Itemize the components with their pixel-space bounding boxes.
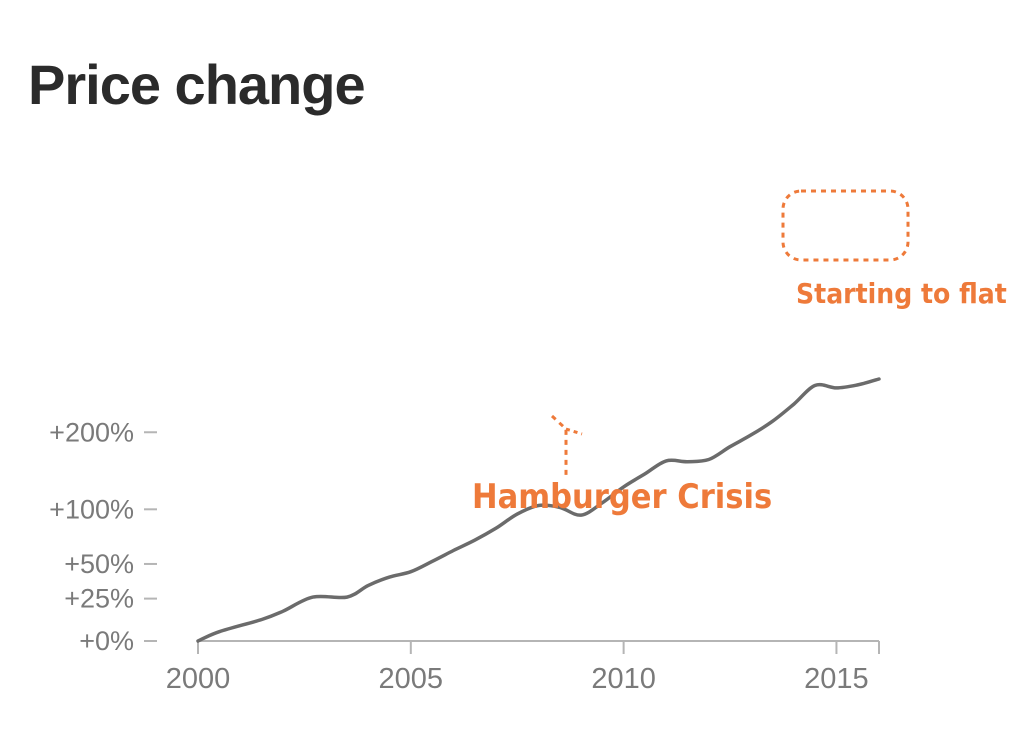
x-tick-label: 2015 (804, 663, 869, 695)
series-line-price-change (196, 377, 881, 643)
crisis-leader-tick (565, 427, 583, 436)
x-tick-label: 2010 (591, 663, 656, 695)
x-tick-label: 2005 (379, 663, 444, 695)
y-tick-label: +50% (64, 549, 134, 579)
flat-highlight-box (781, 189, 910, 262)
y-axis: +0% +25% +50% +100% +200% (49, 417, 157, 656)
chart-title: Price change (28, 53, 366, 116)
flat-annotation-label: Starting to flat (796, 277, 1007, 310)
x-tick-label: 2000 (166, 663, 231, 695)
annotations: Starting to flat Hamburger Crisis (472, 189, 1007, 517)
crisis-annotation-label: Hamburger Crisis (472, 477, 772, 517)
x-axis: 2000 2005 2010 2015 (166, 640, 880, 695)
y-tick-label: +0% (79, 626, 134, 656)
y-tick-label: +100% (49, 494, 134, 524)
y-tick-label: +200% (49, 417, 134, 447)
y-tick-label: +25% (64, 584, 134, 614)
crisis-leader-line (550, 414, 568, 476)
